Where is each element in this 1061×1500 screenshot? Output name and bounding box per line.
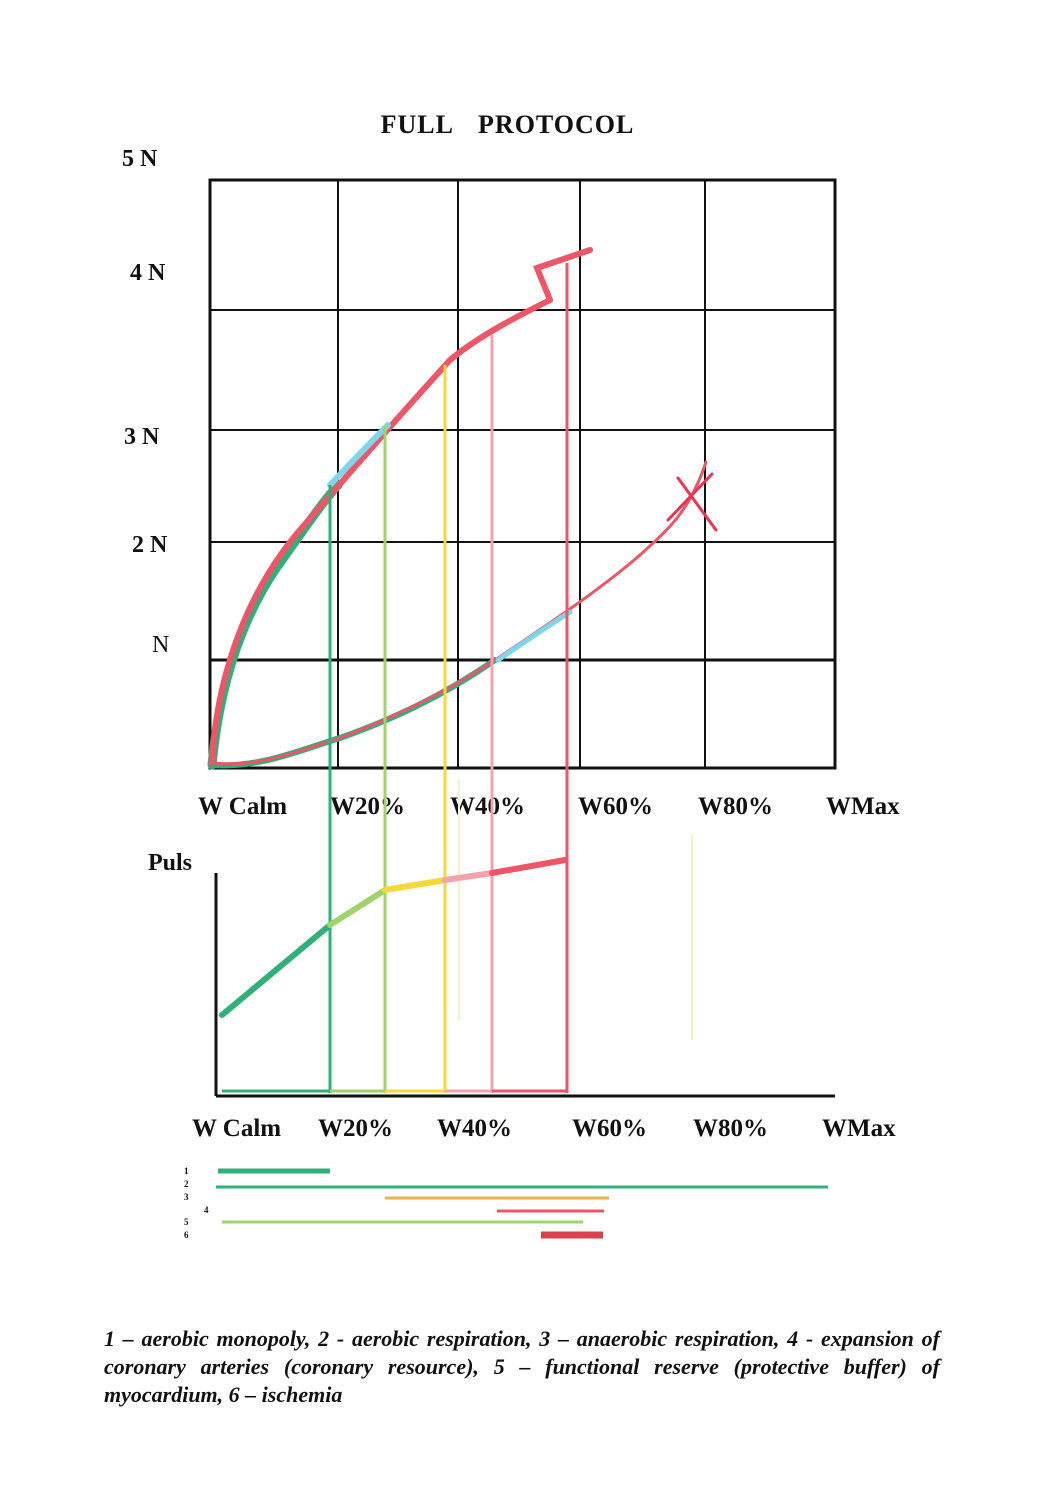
pulse-segment-pink [442,870,495,883]
puls-label: Puls [148,850,193,876]
legend-number-6: 6 [184,1230,189,1240]
pulse-segment-light-green [327,887,388,928]
connector-lines [328,263,693,1093]
legend-number-4: 4 [204,1205,209,1215]
legend-number-3: 3 [184,1192,189,1202]
legend-number-5: 5 [184,1217,189,1227]
upper-curve-red [209,297,553,768]
legend-number-2: 2 [184,1179,189,1189]
cross-mark [666,472,718,532]
legend-caption: 1 – aerobic monopoly, 2 - aerobic respir… [104,1326,940,1407]
y-label-3n: 3 N [124,424,160,450]
lower-curve-cyan-segment [495,609,573,663]
x-label-w40: W40% [450,793,525,820]
x-label-w20: W20% [330,793,405,820]
x-label-w60: W60% [578,793,653,820]
lower-x-label-wcalm: W Calm [192,1115,282,1142]
legend-number-1: 1 [184,1166,189,1176]
x-label-w80: W80% [698,793,773,820]
upper-curve-green-underlay [207,480,343,770]
legend-bars [216,1168,828,1239]
diagram-title: FULL PROTOCOL [380,110,635,139]
pulse-segment-green [219,922,333,1018]
lower-x-label-w40: W40% [437,1115,512,1142]
lower-curve-red [212,460,708,766]
lower-x-label-w80: W80% [693,1115,768,1142]
lower-axes [214,873,835,1098]
pulse-segment-red [489,857,568,876]
pulse-segment-yellow [382,877,448,893]
y-label-n: N [152,632,170,658]
y-label-4n: 4 N [130,260,166,286]
x-label-wmax: WMax [826,793,900,820]
upper-grid-frame [208,178,837,770]
lower-x-label-wmax: WMax [822,1115,896,1142]
pulse-line [219,857,568,1018]
y-label-5n: 5 N [122,146,158,172]
lower-curve-green-underlay [211,657,498,769]
lower-x-label-w20: W20% [318,1115,393,1142]
upper-curve-cyan-segment [327,422,391,488]
x-label-wcalm: W Calm [198,793,288,820]
y-label-2n: 2 N [132,532,168,558]
lower-x-label-w60: W60% [572,1115,647,1142]
upper-curve-jump [533,247,593,303]
upper-grid [208,178,837,770]
